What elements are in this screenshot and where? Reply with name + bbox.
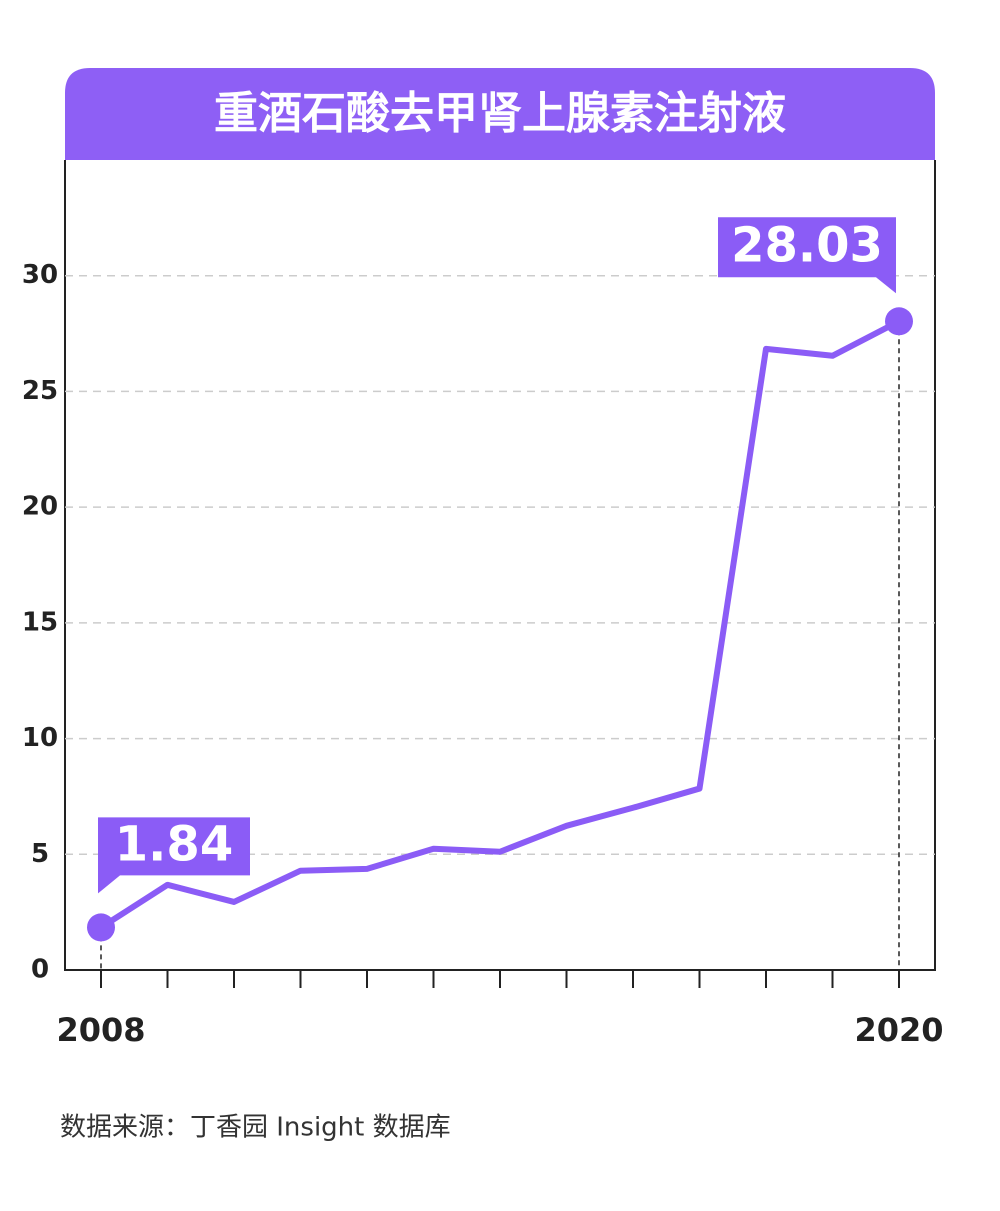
end-point [885,307,913,336]
end-point [87,913,115,942]
title-banner [65,68,935,160]
callout [718,217,896,294]
y-tick-label: 5 [31,839,49,869]
x-tick-label: 2008 [56,1011,145,1049]
data-label: 28.03 [731,217,883,273]
y-tick-label: 0 [31,955,49,985]
source-note: 数据来源：丁香园 Insight 数据库 [60,1113,451,1143]
data-label: 1.84 [115,816,233,872]
y-tick-label: 30 [22,260,58,290]
callout [98,817,250,894]
y-tick-label: 20 [22,492,58,522]
y-tick-label: 25 [22,376,58,406]
chart-title: 重酒石酸去甲肾上腺素注射液 [214,88,786,139]
y-tick-label: 10 [22,723,58,753]
data-line [99,318,901,930]
x-tick-label: 2020 [854,1011,943,1049]
y-tick-label: 15 [22,607,58,637]
